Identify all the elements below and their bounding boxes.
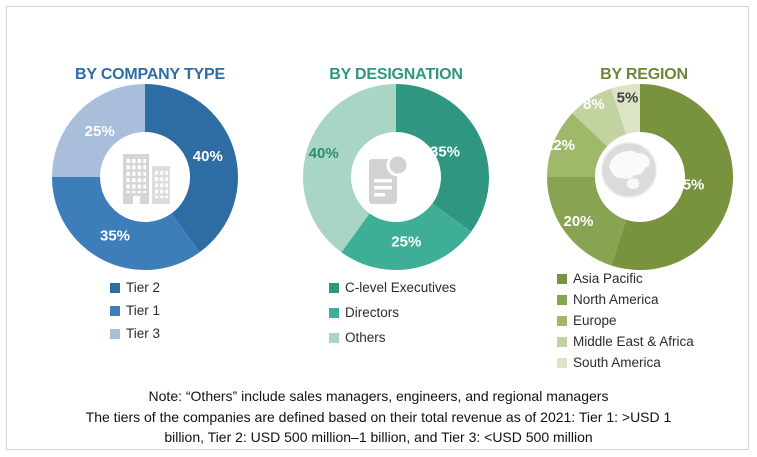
legend-swatch [329, 332, 339, 343]
legend-swatch [329, 307, 339, 318]
legend-company-type: Tier 2 Tier 1 Tier 3 [110, 280, 160, 349]
segment-value-label: 5% [617, 90, 639, 107]
segment-value-label: 25% [391, 234, 421, 251]
document-icon [369, 153, 410, 204]
legend-swatch [557, 315, 567, 326]
legend-designation: C-level Executives Directors Others [329, 280, 456, 355]
donut-chart-company-type: 40% 35% 25% [52, 84, 238, 270]
legend-swatch [557, 336, 567, 347]
legend-label: Middle East & Africa [573, 334, 694, 349]
legend-swatch [329, 282, 339, 293]
legend-label: Others [345, 330, 386, 345]
segment-value-label: 25% [85, 123, 115, 140]
legend-label: Tier 3 [126, 326, 161, 341]
legend-item-asia-pacific: Asia Pacific [557, 271, 694, 286]
legend-item-tier-1: Tier 1 [110, 303, 160, 318]
chart-title-designation: BY DESIGNATION [329, 66, 463, 83]
donut-chart-region: 55% 20% 12% 8% 5% [547, 84, 733, 270]
legend-item-middle-east-africa: Middle East & Africa [557, 334, 694, 349]
legend-swatch [110, 305, 120, 316]
legend-label: Directors [345, 305, 400, 320]
donut-segment-europe [547, 113, 608, 177]
legend-item-europe: Europe [557, 313, 694, 328]
segment-value-label: 20% [563, 213, 593, 230]
segment-value-label: 35% [100, 227, 130, 244]
legend-swatch [557, 357, 567, 368]
segment-value-label: 12% [547, 137, 575, 154]
legend-item-tier-3: Tier 3 [110, 326, 160, 341]
donut-segment-tier-3 [52, 84, 145, 177]
segment-value-label: 40% [309, 145, 339, 162]
legend-item-north-america: North America [557, 292, 694, 307]
chart-title-region: BY REGION [600, 66, 688, 83]
legend-label: North America [573, 292, 659, 307]
legend-swatch [110, 282, 120, 293]
donut-segment-directors [341, 203, 472, 270]
legend-region: Asia Pacific North America Europe Middle Ea… [557, 271, 694, 376]
donut-segment-tier-2 [145, 84, 238, 253]
legend-label: Tier 2 [126, 280, 161, 295]
donut-segment-c-level-executives [396, 84, 489, 232]
donut-segment-middle-east-africa [572, 88, 627, 147]
legend-label: Europe [573, 313, 617, 328]
chart-title-company-type: BY COMPANY TYPE [75, 66, 225, 83]
donut-segment-asia-pacific [611, 84, 733, 270]
legend-item-tier-2: Tier 2 [110, 280, 160, 295]
segment-value-label: 40% [193, 148, 223, 165]
legend-label: South America [573, 355, 661, 370]
footnote-line: The tiers of the companies are defined b… [85, 408, 672, 425]
legend-label: Asia Pacific [573, 271, 643, 286]
legend-item-others: Others [329, 330, 456, 345]
legend-swatch [110, 328, 120, 339]
legend-item-directors: Directors [329, 305, 456, 320]
footnote-line: billion, Tier 2: USD 500 million–1 billi… [164, 429, 593, 445]
legend-swatch [557, 273, 567, 284]
building-icon [123, 154, 170, 204]
donut-segment-south-america [611, 84, 640, 135]
footnote: Note: “Others” include sales managers, e… [0, 386, 757, 448]
globe-icon [601, 142, 657, 198]
legend-swatch [557, 294, 567, 305]
segment-value-label: 55% [674, 176, 704, 193]
legend-label: Tier 1 [126, 303, 161, 318]
donut-segment-others [303, 84, 396, 253]
donut-segment-tier-1 [52, 177, 200, 270]
donut-chart-designation: 35% 25% 40% [303, 84, 489, 270]
segment-value-label: 35% [430, 144, 460, 161]
segment-value-label: 8% [583, 96, 605, 113]
legend-item-south-america: South America [557, 355, 694, 370]
legend-item-c-level-executives: C-level Executives [329, 280, 456, 295]
footnote-line: Note: “Others” include sales managers, e… [148, 388, 609, 404]
donut-segment-north-america [547, 177, 627, 266]
legend-label: C-level Executives [345, 280, 457, 295]
